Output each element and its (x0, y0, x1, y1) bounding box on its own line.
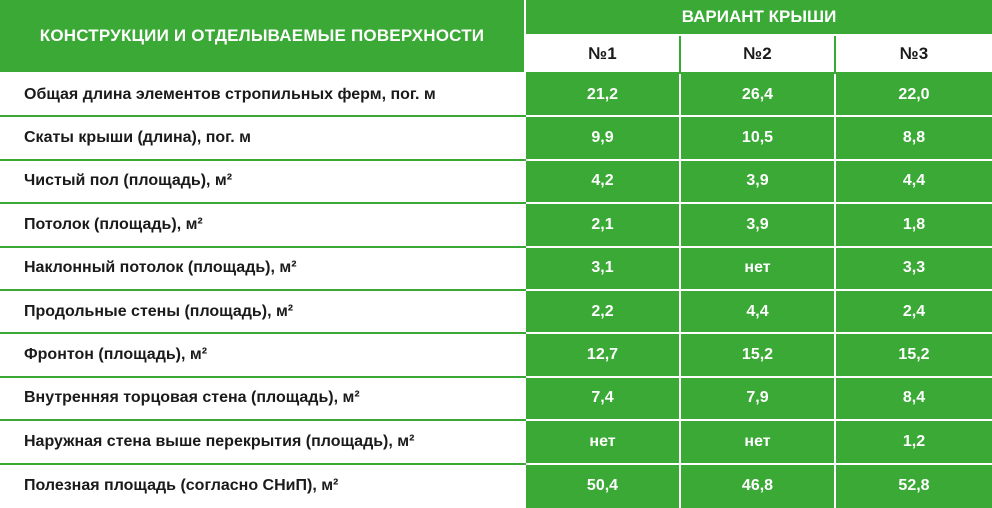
column-header-1: №1 (526, 36, 681, 74)
row-label: Внутренняя торцовая стена (площадь), м² (0, 377, 526, 422)
table-cell: 3,9 (681, 160, 836, 205)
table-cell: 3,1 (526, 247, 681, 291)
header-roof-variant: ВАРИАНТ КРЫШИ (526, 0, 992, 36)
table-cell: 2,4 (836, 290, 992, 335)
table-cell: 3,9 (681, 204, 836, 248)
table-cell: 3,3 (836, 247, 992, 291)
table-cell: 15,2 (681, 334, 836, 378)
table-cell: 15,2 (836, 334, 992, 378)
table-cell: 9,9 (526, 117, 681, 161)
table-cell: 1,8 (836, 204, 992, 248)
row-label: Продольные стены (площадь), м² (0, 290, 526, 335)
table-cell: нет (681, 247, 836, 291)
table-cell: 7,4 (526, 377, 681, 422)
row-label: Скаты крыши (длина), пог. м (0, 117, 526, 161)
table-cell: 50,4 (526, 464, 681, 508)
table-cell: 52,8 (836, 464, 992, 508)
table-cell: нет (681, 421, 836, 465)
table-cell: 2,2 (526, 290, 681, 335)
column-header-2: №2 (681, 36, 836, 74)
table-cell: 21,2 (526, 74, 681, 118)
table-cell: 7,9 (681, 377, 836, 422)
table-cell: 1,2 (836, 421, 992, 465)
table-cell: 10,5 (681, 117, 836, 161)
table-cell: 22,0 (836, 74, 992, 118)
table-cell: 12,7 (526, 334, 681, 378)
table-cell: 46,8 (681, 464, 836, 508)
table-cell: 4,4 (836, 160, 992, 205)
row-label: Фронтон (площадь), м² (0, 334, 526, 378)
row-label: Наклонный потолок (площадь), м² (0, 247, 526, 291)
table-cell: 4,4 (681, 290, 836, 335)
row-label: Общая длина элементов стропильных ферм, … (0, 74, 526, 118)
table-cell: 4,2 (526, 160, 681, 205)
row-label: Потолок (площадь), м² (0, 204, 526, 248)
row-label: Наружная стена выше перекрытия (площадь)… (0, 421, 526, 465)
row-label: Чистый пол (площадь), м² (0, 160, 526, 205)
table-cell: 2,1 (526, 204, 681, 248)
table-cell: нет (526, 421, 681, 465)
table-cell: 8,8 (836, 117, 992, 161)
row-label: Полезная площадь (согласно СНиП), м² (0, 464, 526, 508)
table-cell: 26,4 (681, 74, 836, 118)
column-header-3: №3 (836, 36, 992, 74)
table-cell: 8,4 (836, 377, 992, 422)
header-structures: КОНСТРУКЦИИ И ОТДЕЛЫВАЕМЫЕ ПОВЕРХНОСТИ (0, 0, 526, 74)
